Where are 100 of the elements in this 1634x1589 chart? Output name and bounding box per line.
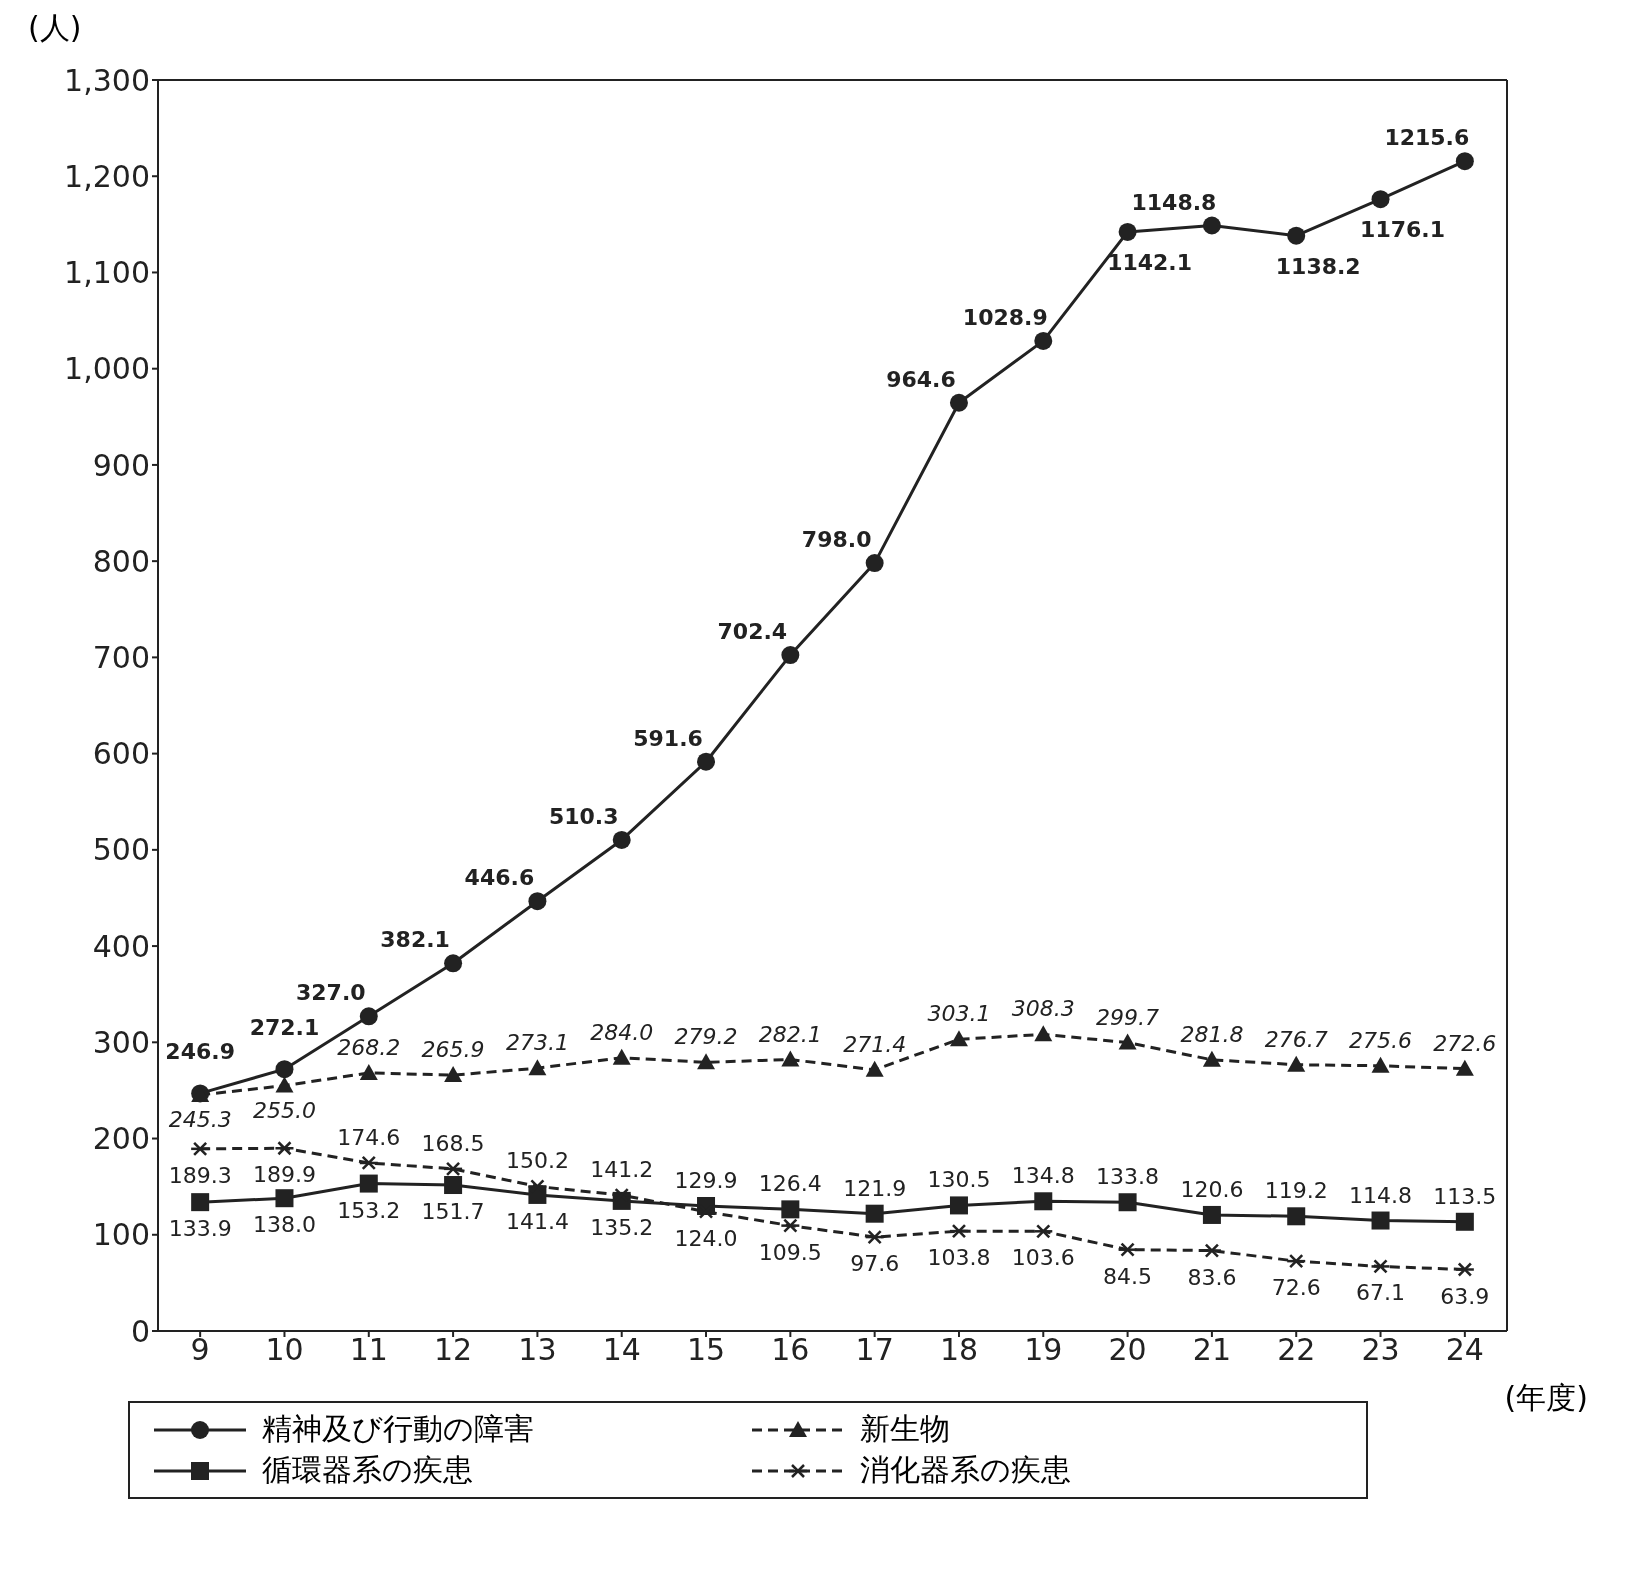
x-tick-label: 17	[855, 1332, 894, 1368]
y-tick-label: 900	[92, 447, 150, 483]
data-label: 272.6	[1433, 1030, 1497, 1056]
data-label: 246.9	[165, 1039, 235, 1065]
data-label: 189.3	[168, 1162, 232, 1188]
data-label: 113.5	[1433, 1183, 1497, 1209]
y-tick-label: 800	[92, 543, 150, 579]
legend-label: 精神及び行動の障害	[262, 1410, 534, 1448]
x-tick-label: 23	[1361, 1332, 1400, 1368]
data-label: 275.6	[1349, 1027, 1413, 1053]
data-label: 268.2	[337, 1034, 401, 1060]
x-tick-label: 9	[190, 1332, 210, 1368]
data-label: 130.5	[927, 1167, 991, 1193]
data-label: 189.9	[252, 1162, 316, 1188]
x-tick-label: 10	[265, 1332, 304, 1368]
x-tick-label: 15	[686, 1332, 726, 1368]
data-label: 273.1	[505, 1030, 569, 1056]
y-tick-label: 0	[130, 1313, 150, 1349]
y-tick-label: 1,100	[64, 255, 150, 291]
data-label: 67.1	[1356, 1280, 1406, 1306]
data-label: 153.2	[337, 1197, 401, 1223]
y-tick-label: 1,200	[64, 158, 150, 194]
y-axis-title: (人)	[28, 9, 83, 47]
data-label: 308.3	[1011, 996, 1075, 1022]
data-label: 1176.1	[1360, 217, 1445, 243]
data-label: 276.7	[1264, 1026, 1328, 1052]
data-label: 255.0	[252, 1097, 316, 1123]
legend-label: 消化器系の疾患	[860, 1451, 1071, 1489]
data-label: 133.8	[1096, 1164, 1160, 1190]
data-label: 798.0	[801, 527, 872, 553]
data-label: 168.5	[421, 1130, 485, 1156]
data-label: 63.9	[1440, 1283, 1490, 1309]
data-label: 284.0	[590, 1019, 654, 1045]
x-axis-title: (年度)	[1504, 1379, 1588, 1417]
data-label: 135.2	[590, 1214, 654, 1240]
data-label: 1142.1	[1107, 249, 1193, 275]
data-label: 382.1	[380, 927, 450, 953]
y-tick-label: 300	[92, 1024, 150, 1060]
data-label: 134.8	[1011, 1163, 1075, 1189]
data-label: 279.2	[674, 1024, 738, 1050]
data-label: 121.9	[843, 1175, 907, 1201]
data-label: 1138.2	[1275, 253, 1361, 279]
data-label: 1215.6	[1384, 125, 1470, 151]
y-tick-label: 200	[92, 1121, 150, 1157]
data-label: 591.6	[633, 725, 703, 751]
data-label: 299.7	[1096, 1004, 1160, 1030]
data-label: 133.9	[168, 1216, 232, 1242]
data-label: 114.8	[1349, 1182, 1413, 1208]
data-label: 964.6	[886, 366, 956, 392]
data-label: 1028.9	[962, 304, 1048, 330]
data-label: 272.1	[249, 1015, 320, 1041]
x-tick-label: 20	[1108, 1332, 1147, 1368]
data-label: 141.2	[590, 1157, 654, 1183]
x-tick-label: 21	[1192, 1332, 1231, 1368]
data-label: 84.5	[1103, 1263, 1153, 1289]
x-tick-label: 24	[1445, 1332, 1484, 1368]
x-tick-label: 11	[349, 1332, 388, 1368]
y-tick-label: 500	[92, 832, 150, 868]
y-tick-label: 1,300	[64, 62, 150, 98]
data-label: 702.4	[717, 619, 788, 645]
data-label: 119.2	[1264, 1178, 1328, 1204]
data-label: 120.6	[1180, 1176, 1244, 1202]
data-label: 174.6	[337, 1124, 401, 1150]
legend-label: 新生物	[860, 1410, 950, 1448]
data-label: 150.2	[505, 1148, 569, 1174]
data-label: 129.9	[674, 1168, 738, 1193]
data-label: 138.0	[252, 1212, 316, 1238]
data-label: 72.6	[1271, 1275, 1321, 1301]
data-label: 265.9	[421, 1037, 485, 1063]
data-label: 303.1	[927, 1001, 991, 1027]
y-tick-label: 100	[92, 1217, 150, 1253]
data-label: 151.7	[421, 1199, 485, 1225]
x-tick-label: 18	[939, 1332, 979, 1368]
data-label: 109.5	[758, 1239, 822, 1265]
data-label: 282.1	[758, 1021, 822, 1047]
x-tick-label: 12	[434, 1332, 473, 1368]
y-tick-label: 700	[92, 640, 150, 676]
data-label: 124.0	[674, 1225, 738, 1251]
data-label: 97.6	[850, 1251, 900, 1277]
x-tick-label: 13	[518, 1332, 557, 1368]
data-label: 103.8	[927, 1245, 991, 1271]
y-tick-label: 400	[92, 928, 150, 964]
data-label: 446.6	[464, 865, 535, 891]
x-tick-label: 22	[1277, 1332, 1316, 1368]
x-tick-label: 14	[602, 1332, 641, 1368]
data-label: 83.6	[1187, 1264, 1237, 1290]
data-label: 281.8	[1180, 1021, 1244, 1047]
y-tick-label: 600	[92, 736, 150, 772]
data-label: 141.4	[505, 1208, 569, 1234]
x-tick-label: 16	[771, 1332, 810, 1368]
data-label: 510.3	[548, 803, 619, 829]
y-tick-label: 1,000	[64, 351, 150, 387]
data-label: 126.4	[758, 1171, 822, 1197]
x-tick-label: 19	[1024, 1332, 1063, 1368]
data-label: 103.6	[1011, 1245, 1075, 1271]
legend-label: 循環器系の疾患	[262, 1451, 473, 1489]
data-label: 1148.8	[1131, 189, 1217, 215]
data-label: 245.3	[168, 1106, 232, 1132]
data-label: 271.4	[843, 1031, 907, 1057]
data-label: 327.0	[295, 980, 366, 1006]
